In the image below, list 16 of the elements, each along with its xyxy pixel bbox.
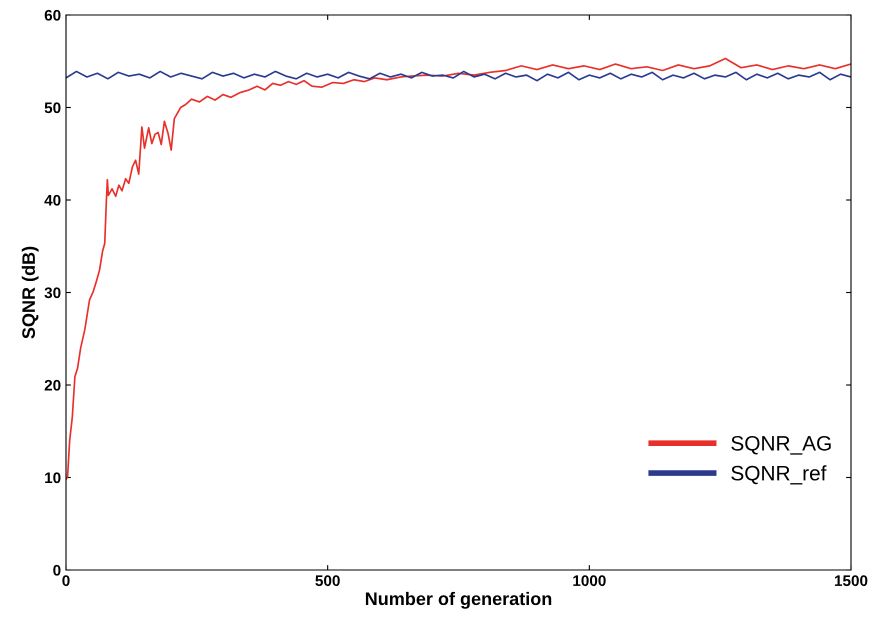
y-tick-label: 40	[44, 194, 61, 206]
y-axis-title: SQNR (dB)	[22, 246, 39, 339]
y-tick-label: 60	[44, 10, 61, 21]
x-tick-label: 0	[62, 575, 70, 586]
line-series	[66, 70, 851, 82]
x-tick-label: 500	[315, 575, 340, 586]
legend-label: SQNR_AG	[731, 436, 831, 455]
y-tick-label: 20	[44, 380, 61, 391]
x-tick-label: 1500	[834, 575, 868, 586]
y-tick-label: 50	[44, 102, 61, 114]
y-tick-label: 10	[45, 472, 61, 484]
y-tick-label: 0	[53, 564, 61, 576]
legend-label: SQNR_ref	[731, 465, 826, 484]
x-axis-title: Number of generation	[366, 592, 552, 609]
y-tick-label: 30	[44, 287, 61, 298]
x-tick-label: 1000	[573, 575, 606, 586]
